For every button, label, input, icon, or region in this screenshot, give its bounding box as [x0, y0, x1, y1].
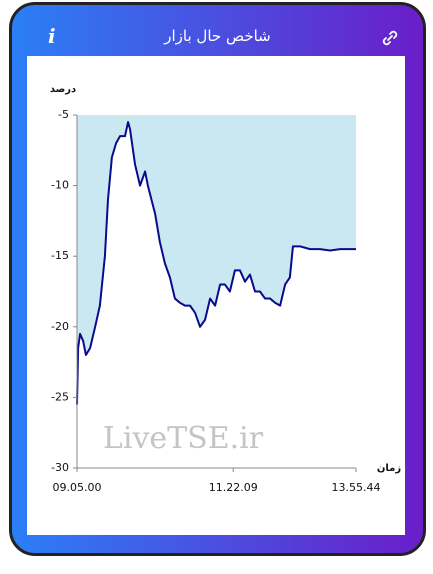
x-tick-label: 13.55.44 — [332, 481, 381, 494]
y-tick-label: -10 — [51, 179, 69, 192]
line — [76, 121, 356, 405]
x-axis-label: زمان — [377, 463, 401, 474]
info-button[interactable]: i — [48, 24, 56, 48]
y-tick-label: -5 — [58, 108, 69, 121]
x-tick-label: 11.22.09 — [209, 481, 258, 494]
y-tick-label: -15 — [51, 249, 69, 262]
x-tick-label: 09.05.00 — [53, 481, 102, 494]
widget-title: شاخص حال بازار — [164, 27, 271, 45]
link-icon[interactable] — [381, 29, 399, 47]
y-tick-label: -20 — [51, 320, 69, 333]
y-axis-label: درصد — [50, 84, 76, 95]
y-tick-label: -25 — [51, 390, 69, 403]
area — [77, 115, 356, 405]
y-tick-label: -30 — [51, 461, 69, 474]
watermark: LiveTSE.ir — [103, 421, 264, 456]
